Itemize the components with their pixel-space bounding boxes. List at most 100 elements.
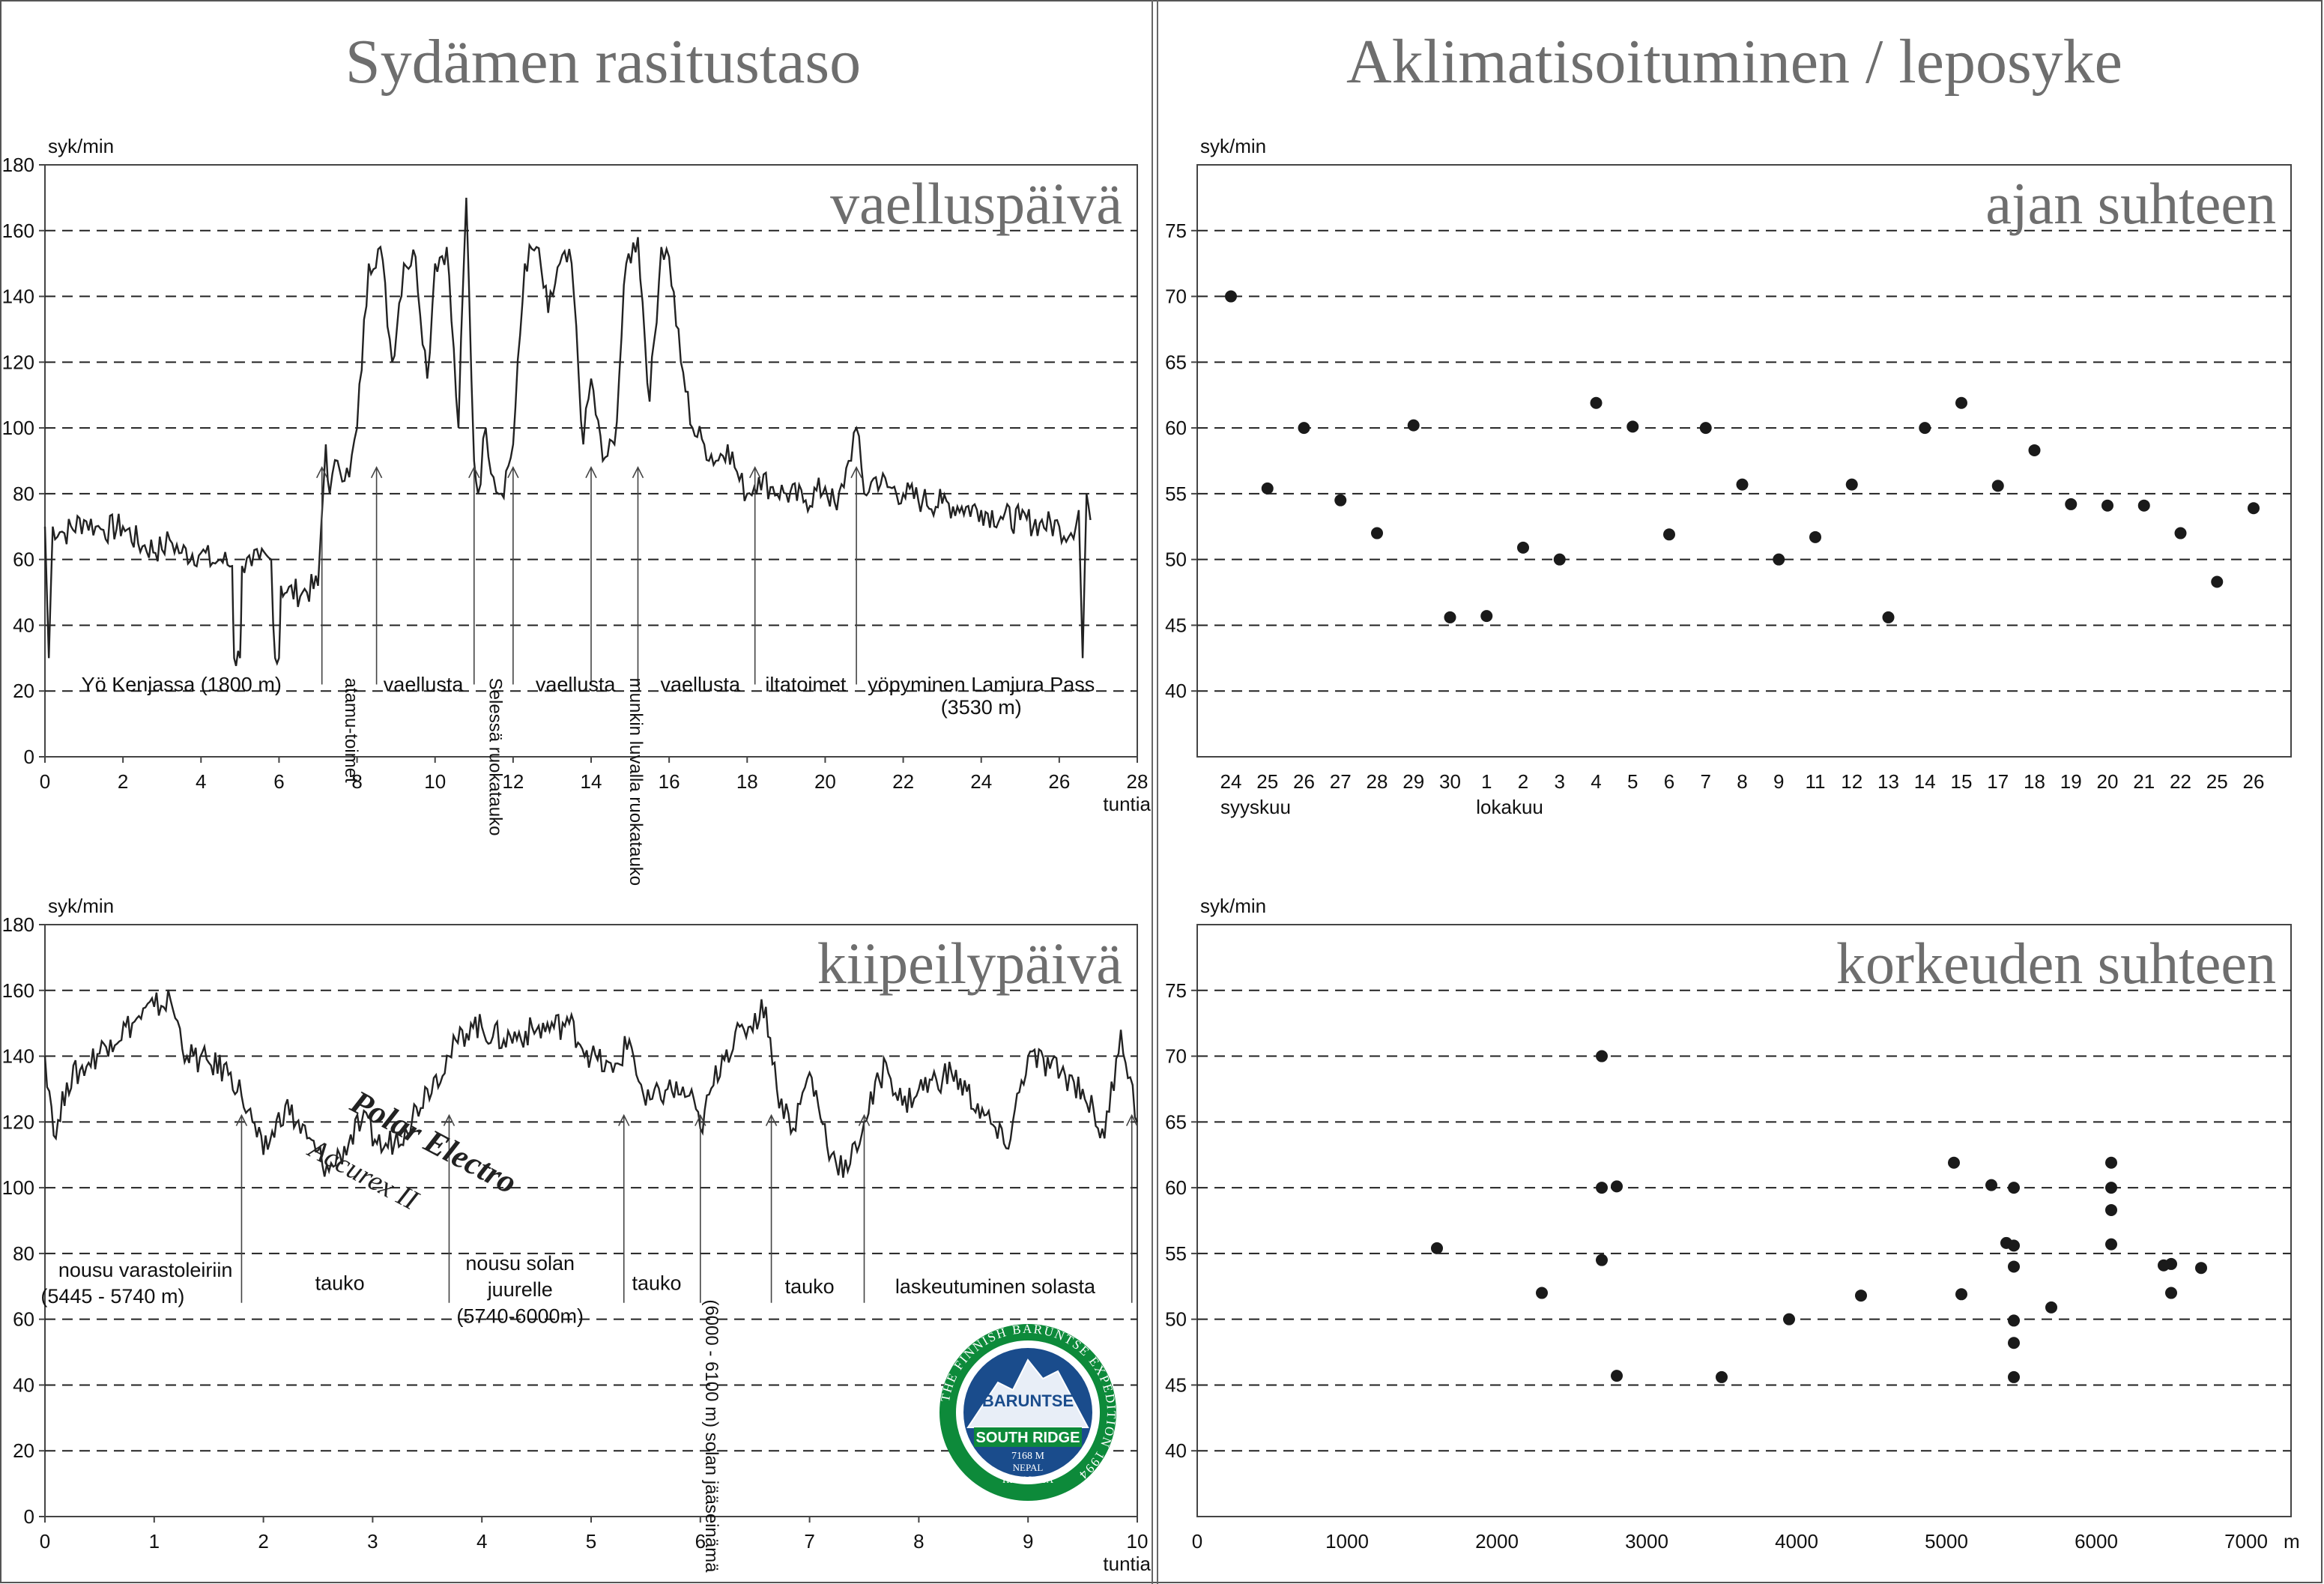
x-tick-label: 12 — [502, 770, 524, 793]
rest-altitude-chart: 40 45 50 55 60 65 70 75 syk/min korkeuden suhteen… — [1165, 895, 2300, 1553]
y-tick-label: 20 — [13, 680, 34, 702]
scatter-point — [1882, 611, 1895, 623]
scatter-point — [1517, 541, 1529, 554]
x-tick-label: 12 — [1841, 770, 1862, 793]
x-tick-label: 1 — [149, 1530, 160, 1553]
x-tick-label: 2 — [258, 1530, 268, 1553]
event-arrowhead — [315, 465, 328, 479]
climb-day-chart: 020406080100120140160180syk/minkiipeilyp… — [2, 895, 1152, 1575]
y-tick-label: 45 — [1165, 1373, 1187, 1396]
heart-rate-line — [43, 989, 1139, 1178]
right-page-title: Aklimatisoituminen / leposyke — [1346, 27, 2122, 97]
chart-subtitle: korkeuden suhteen — [1836, 931, 2276, 996]
annotation-label: (3530 m) — [941, 696, 1022, 719]
y-axis-label: syk/min — [48, 895, 114, 917]
scatter-point — [1444, 611, 1456, 623]
scatter-point — [2008, 1314, 2020, 1327]
x-tick-label: 8 — [1737, 770, 1747, 793]
event-arrowhead — [1125, 1113, 1138, 1126]
x-tick-label: 4000 — [1775, 1530, 1818, 1553]
event-arrowhead — [443, 1113, 456, 1126]
x-tick-label: 2 — [1518, 770, 1528, 793]
scatter-point — [2105, 1182, 2117, 1194]
x-tick-label: 7000 — [2224, 1530, 2268, 1553]
annotation-label: vaellusta — [661, 673, 742, 695]
x-tick-label: 4 — [196, 770, 206, 793]
x-tick-label: 1000 — [1325, 1530, 1369, 1553]
x-tick-label: 8 — [913, 1530, 924, 1553]
x-tick-label: 28 — [1127, 770, 1149, 793]
x-tick-label: 27 — [1330, 770, 1352, 793]
scatter-point — [1663, 528, 1675, 541]
x-tick-label: 26 — [1048, 770, 1070, 793]
logo-altitude: 7168 M — [1011, 1451, 1045, 1462]
y-tick-label: 60 — [13, 548, 34, 571]
x-axis-unit: m — [2284, 1530, 2300, 1553]
x-tick-label: 25 — [2206, 770, 2228, 793]
scatter-point — [2137, 499, 2150, 512]
annotation-label: Yö Kenjassa (1800 m) — [82, 673, 282, 695]
y-tick-label: 45 — [1165, 614, 1187, 636]
y-tick-label: 65 — [1165, 351, 1187, 373]
event-arrowhead — [765, 1113, 778, 1126]
y-tick-label: 65 — [1165, 1110, 1187, 1133]
y-tick-label: 180 — [2, 913, 34, 936]
scatter-point — [1773, 553, 1785, 566]
x-tick-label: 7 — [804, 1530, 814, 1553]
y-tick-label: 40 — [13, 614, 34, 636]
left-page-title: Sydämen rasitustaso — [345, 27, 861, 97]
annotation-label: tauko — [315, 1272, 365, 1294]
y-tick-label: 75 — [1165, 979, 1187, 1002]
event-arrowhead — [235, 1113, 248, 1126]
annotation-label: nousu solan — [465, 1252, 575, 1275]
x-tick-label: 29 — [1402, 770, 1424, 793]
scatter-point — [1948, 1156, 1960, 1169]
logo-country: NEPAL — [1013, 1462, 1044, 1473]
x-tick-label: 24 — [1220, 770, 1242, 793]
scatter-point — [1955, 396, 1967, 409]
chart-subtitle: vaelluspäivä — [830, 171, 1122, 236]
scatter-point — [1991, 480, 2004, 492]
scatter-point — [2165, 1257, 2177, 1270]
scatter-point — [1596, 1182, 1608, 1194]
scatter-point — [1261, 482, 1274, 495]
scatter-point — [1985, 1179, 1997, 1191]
y-tick-label: 0 — [24, 746, 34, 768]
annotation-label: vaellusta — [384, 673, 465, 695]
event-arrowhead — [748, 465, 761, 479]
scatter-point — [2165, 1287, 2177, 1299]
scatter-point — [2211, 575, 2224, 588]
x-tick-label: 14 — [581, 770, 602, 793]
x-tick-label: 8 — [351, 770, 362, 793]
annotation-label: tauko — [785, 1275, 835, 1298]
scatter-point — [1371, 527, 1383, 539]
x-tick-label: 13 — [1877, 770, 1899, 793]
scatter-point — [2008, 1182, 2020, 1194]
x-tick-label: 17 — [1987, 770, 2009, 793]
logo-banner-bg — [974, 1427, 1082, 1447]
x-tick-label: 4 — [1591, 770, 1601, 793]
y-tick-label: 60 — [13, 1308, 34, 1331]
x-tick-label: 24 — [970, 770, 992, 793]
x-tick-label: 0 — [40, 1530, 50, 1553]
expedition-logo: BARUNTSE SOUTH RIDGE 7168 M NEPAL HIMALA… — [938, 1322, 1117, 1501]
annotation-label: atamu-toimet — [341, 678, 361, 783]
y-tick-label: 0 — [24, 1505, 34, 1528]
scatter-point — [2195, 1262, 2207, 1275]
x-tick-label: 14 — [1914, 770, 1936, 793]
scatter-point — [1590, 396, 1603, 409]
x-tick-label: 11 — [1806, 770, 1826, 793]
scatter-point — [1783, 1313, 1795, 1325]
x-tick-label: 9 — [1773, 770, 1784, 793]
event-arrowhead — [850, 465, 862, 479]
scatter-point — [1334, 494, 1347, 507]
event-arrowhead — [695, 1113, 706, 1126]
scatter-point — [2008, 1337, 2020, 1349]
y-tick-label: 100 — [2, 417, 34, 439]
x-tick-label: 4 — [476, 1530, 487, 1553]
x-tick-label: 5000 — [1925, 1530, 1968, 1553]
polar-watermark: Polar Electro Accurex II — [302, 1083, 523, 1217]
logo-banner: SOUTH RIDGE — [976, 1430, 1080, 1446]
annotation-label: (6000 - 6100 m) solan jääseinämä — [701, 1299, 721, 1573]
